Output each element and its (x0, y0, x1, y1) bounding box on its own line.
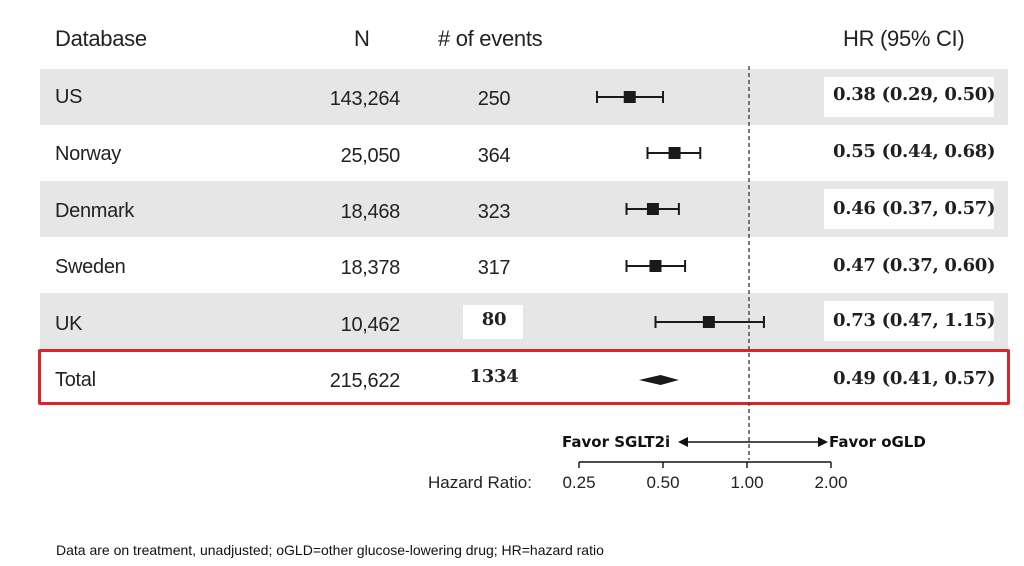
x-tick-label: 1.00 (730, 473, 764, 492)
hr-cell-box (824, 189, 994, 229)
events-cell-box (463, 305, 523, 339)
row-database: US (55, 86, 83, 108)
x-tick-label: 0.50 (646, 473, 680, 492)
row-hr-text: 0.46 (0.37, 0.57) (833, 198, 996, 219)
total-events: 1334 (469, 366, 519, 387)
row-database: Norway (55, 143, 121, 165)
row-n: 18,468 (340, 201, 401, 223)
total-n: 215,622 (329, 370, 401, 392)
hr-cell-box (824, 301, 994, 341)
row-n: 25,050 (340, 145, 401, 167)
total-highlight-frame (38, 349, 1010, 405)
ci-marker-us (595, 91, 664, 103)
header-n: N (354, 26, 370, 51)
x-tick-label: 2.00 (814, 473, 848, 492)
row-database: Sweden (55, 256, 126, 278)
total-hr-text: 0.49 (0.41, 0.57) (833, 368, 996, 389)
row-events: 323 (477, 201, 511, 223)
row-background-sweden (40, 237, 1008, 293)
row-hr-text: 0.55 (0.44, 0.68) (833, 141, 996, 162)
row-background-norway (40, 125, 1008, 181)
row-hr-text: 0.73 (0.47, 1.15) (833, 310, 996, 331)
axis-label: Hazard Ratio: (428, 473, 532, 492)
row-events: 250 (477, 88, 511, 110)
hr-cell-box (824, 77, 994, 117)
row-database: Denmark (55, 200, 135, 222)
ci-marker-uk (654, 316, 765, 328)
header-events: # of events (438, 26, 543, 51)
row-n: 10,462 (340, 314, 401, 336)
row-events: 80 (481, 309, 507, 330)
header-database: Database (55, 26, 147, 51)
row-n: 18,378 (340, 257, 401, 279)
row-hr-text: 0.47 (0.37, 0.60) (833, 255, 996, 276)
header-hr: HR (95% CI) (843, 26, 965, 51)
ci-marker-sweden (625, 260, 687, 272)
row-events: 317 (477, 257, 511, 279)
row-events: 364 (477, 145, 511, 167)
footnote: Data are on treatment, unadjusted; oGLD=… (56, 542, 604, 558)
pooled-diamond (638, 375, 679, 385)
row-database: UK (55, 313, 83, 335)
favor-left-label: Favor SGLT2i (562, 433, 671, 451)
row-n: 143,264 (329, 88, 401, 110)
x-tick-label: 0.25 (562, 473, 596, 492)
row-hr-text: 0.38 (0.29, 0.50) (833, 84, 996, 105)
ci-marker-norway (646, 147, 702, 159)
favor-right-label: Favor oGLD (829, 433, 926, 451)
total-database: Total (55, 369, 96, 391)
ci-marker-denmark (625, 203, 680, 215)
favor-arrows (678, 437, 828, 447)
